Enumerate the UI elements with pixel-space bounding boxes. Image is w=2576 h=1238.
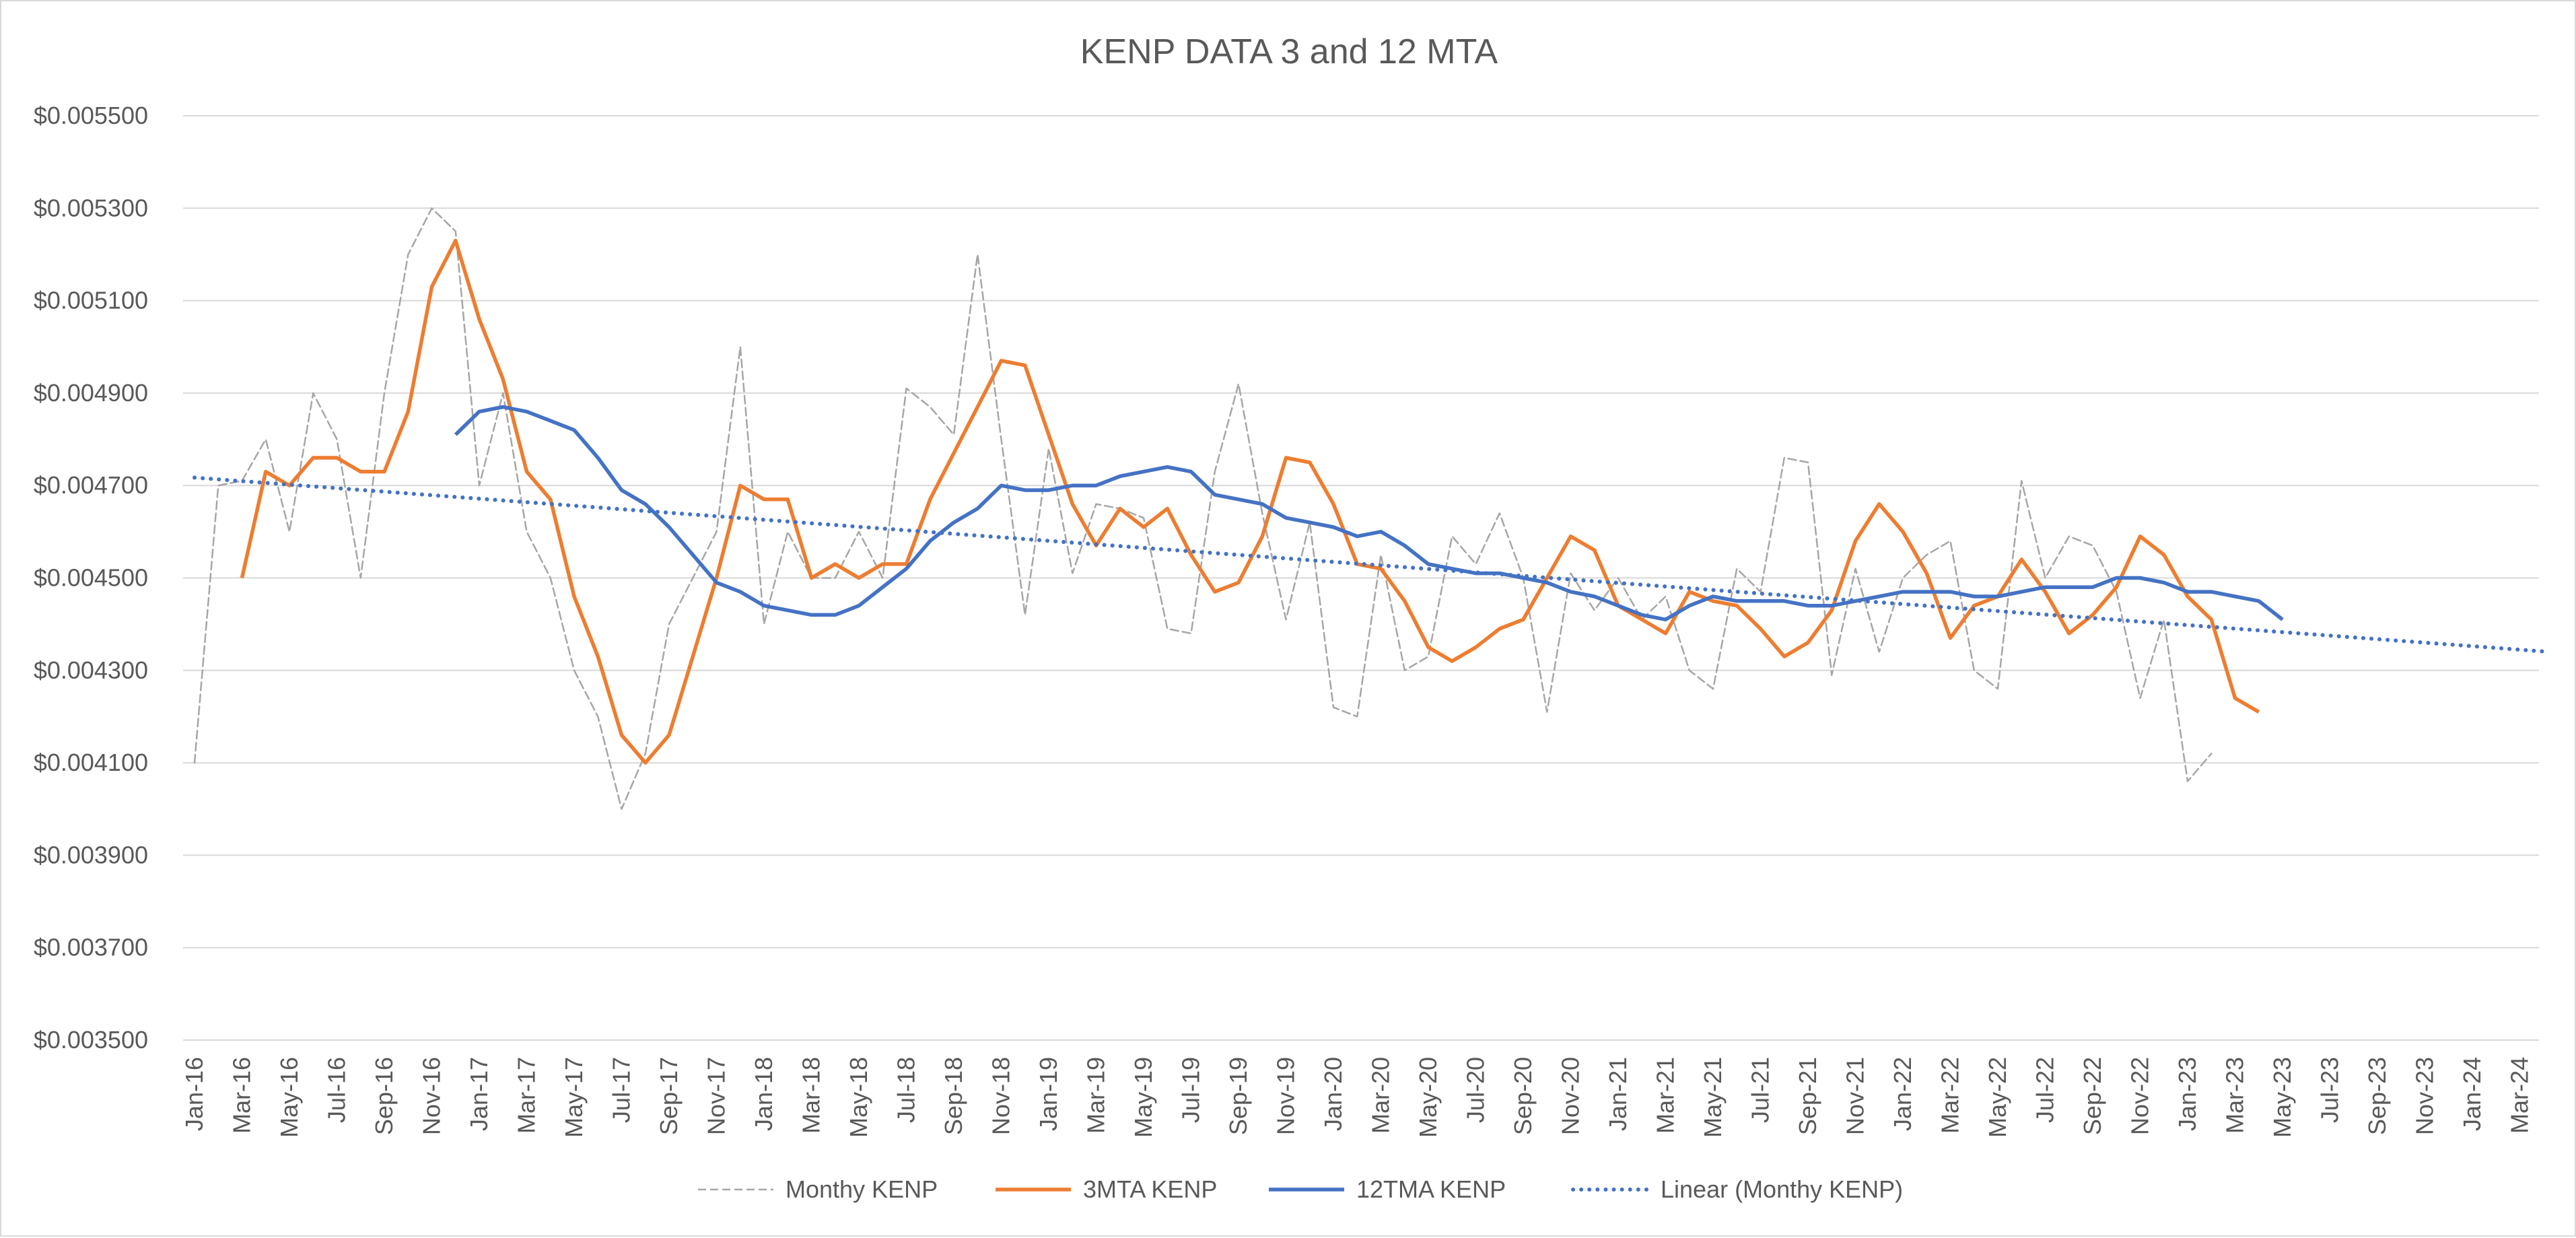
x-tick-label: Jan-19 <box>1035 1057 1062 1131</box>
x-tick-label: Nov-19 <box>1272 1057 1300 1135</box>
x-tick-label: Jan-20 <box>1319 1057 1347 1131</box>
y-tick-label: $0.004700 <box>34 471 148 499</box>
legend-label: 12TMA KENP <box>1356 1175 1506 1203</box>
x-tick-label: Jul-20 <box>1462 1057 1490 1123</box>
x-tick-label: May-20 <box>1414 1057 1442 1138</box>
x-tick-label: Jul-21 <box>1747 1057 1774 1123</box>
series-line-3mta-kenp <box>240 238 2260 765</box>
x-tick-label: Jul-18 <box>893 1057 920 1123</box>
x-tick-label: Sep-18 <box>940 1057 967 1135</box>
x-tick-label: Mar-16 <box>228 1057 256 1134</box>
x-tick-label: Sep-20 <box>1509 1057 1537 1135</box>
legend-label: Linear (Monthy KENP) <box>1661 1175 1903 1203</box>
x-tick-label: Jan-18 <box>750 1057 777 1131</box>
x-tick-label: Nov-16 <box>418 1057 446 1135</box>
legend: Monthy KENP 3MTA KENP 12TMA KENP Linear (Mo… <box>698 1175 1903 1203</box>
x-tick-label: Jan-24 <box>2458 1057 2486 1131</box>
x-tick-label: Mar-18 <box>798 1057 825 1134</box>
y-axis-ticks: $0.003500 $0.003700 $0.003900 $0.004100 $0.0… <box>34 102 148 1054</box>
x-tick-label: Mar-17 <box>513 1057 541 1134</box>
gridlines <box>183 115 2539 1041</box>
y-tick-label: $0.004900 <box>34 379 148 407</box>
y-tick-label: $0.004100 <box>34 749 148 776</box>
x-tick-label: Jan-17 <box>465 1057 493 1131</box>
legend-label: 3MTA KENP <box>1083 1175 1217 1203</box>
y-tick-label: $0.004500 <box>34 564 148 592</box>
x-tick-label: Jul-16 <box>323 1057 351 1123</box>
series-lines <box>193 207 2546 811</box>
x-tick-label: Sep-19 <box>1224 1057 1252 1135</box>
x-tick-label: Sep-16 <box>370 1057 398 1135</box>
x-tick-label: Mar-21 <box>1652 1057 1679 1134</box>
y-tick-label: $0.004300 <box>34 656 148 684</box>
x-tick-label: Nov-23 <box>2411 1057 2439 1135</box>
y-tick-label: $0.005300 <box>34 194 148 221</box>
chart-title: KENP DATA 3 and 12 MTA <box>1080 32 1498 71</box>
x-tick-label: May-23 <box>2268 1057 2296 1138</box>
x-tick-label: Jan-23 <box>2173 1057 2201 1131</box>
y-tick-label: $0.003700 <box>34 934 148 961</box>
x-tick-label: May-22 <box>1984 1057 2011 1138</box>
x-tick-label: Jan-21 <box>1604 1057 1632 1131</box>
series-line-monthy-kenp <box>193 207 2213 811</box>
x-tick-label: Nov-22 <box>2126 1057 2154 1135</box>
x-tick-label: Mar-19 <box>1082 1057 1110 1134</box>
series-line-linear-monthy-kenp <box>193 475 2546 654</box>
x-tick-label: Jul-22 <box>2031 1057 2059 1123</box>
x-tick-label: Jul-17 <box>608 1057 635 1123</box>
x-tick-label: May-18 <box>845 1057 872 1138</box>
x-tick-label: May-17 <box>560 1057 588 1138</box>
x-tick-label: Nov-21 <box>1842 1057 1869 1135</box>
x-axis-ticks: Jan-16 Mar-16 May-16 Jul-16 Sep-16 Nov-16 Jan-… <box>180 1057 2534 1138</box>
x-tick-label: May-19 <box>1129 1057 1157 1138</box>
x-tick-label: Jul-23 <box>2316 1057 2344 1123</box>
x-tick-label: Nov-17 <box>703 1057 730 1135</box>
x-tick-label: Jul-19 <box>1177 1057 1205 1123</box>
x-tick-label: Jan-16 <box>180 1057 208 1131</box>
x-tick-label: Mar-20 <box>1367 1057 1395 1134</box>
y-tick-label: $0.003500 <box>34 1026 148 1054</box>
legend-label: Monthy KENP <box>786 1175 938 1203</box>
x-tick-label: Sep-23 <box>2363 1057 2391 1135</box>
x-tick-label: Sep-21 <box>1794 1057 1821 1135</box>
y-tick-label: $0.005500 <box>34 102 148 129</box>
x-tick-label: Mar-23 <box>2221 1057 2249 1134</box>
x-tick-label: Sep-17 <box>655 1057 683 1135</box>
series-line-12tma-kenp <box>454 405 2284 622</box>
y-tick-label: $0.005100 <box>34 287 148 314</box>
x-tick-label: Jan-22 <box>1889 1057 1916 1131</box>
x-tick-label: Nov-20 <box>1557 1057 1585 1135</box>
x-tick-label: Mar-24 <box>2506 1057 2534 1134</box>
x-tick-label: Mar-22 <box>1937 1057 1964 1134</box>
x-tick-label: Sep-22 <box>2079 1057 2106 1135</box>
y-tick-label: $0.003900 <box>34 841 148 868</box>
x-tick-label: May-21 <box>1699 1057 1727 1138</box>
x-tick-label: Nov-18 <box>987 1057 1015 1135</box>
x-tick-label: May-16 <box>275 1057 303 1138</box>
